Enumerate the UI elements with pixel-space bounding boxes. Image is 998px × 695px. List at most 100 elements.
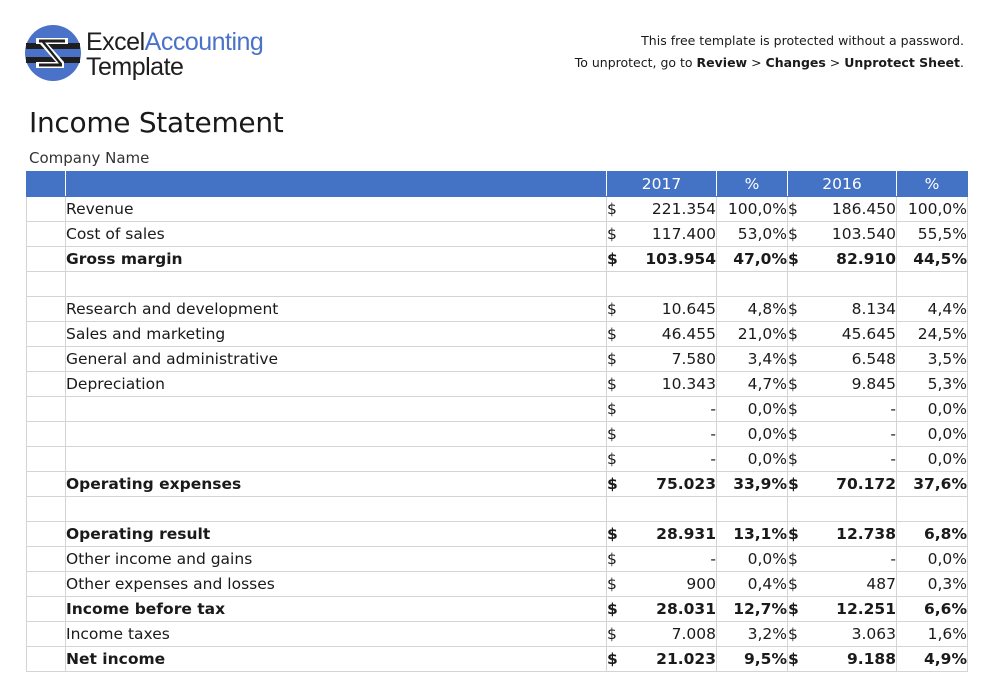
percent-2016[interactable] bbox=[896, 271, 968, 297]
percent-2017[interactable]: 53,0% bbox=[716, 221, 788, 247]
row-label[interactable]: Operating expenses bbox=[65, 471, 607, 497]
amount-2017[interactable]: $ - bbox=[606, 396, 717, 422]
amount-2016[interactable]: $45.645 bbox=[787, 321, 897, 347]
row-label[interactable]: Income before tax bbox=[65, 596, 607, 622]
percent-2016[interactable]: 3,5% bbox=[896, 346, 968, 372]
percent-2017[interactable]: 0,4% bbox=[716, 571, 788, 597]
amount-2016[interactable]: $9.845 bbox=[787, 371, 897, 397]
amount-2016[interactable]: $6.548 bbox=[787, 346, 897, 372]
percent-2016[interactable]: 44,5% bbox=[896, 246, 968, 272]
percent-2016[interactable]: 100,0% bbox=[896, 196, 968, 222]
row-label[interactable]: General and administrative bbox=[65, 346, 607, 372]
amount-2017[interactable] bbox=[606, 271, 717, 297]
amount-2017[interactable]: $28.931 bbox=[606, 521, 717, 547]
percent-2016[interactable]: 37,6% bbox=[896, 471, 968, 497]
row-label[interactable]: Research and development bbox=[65, 296, 607, 322]
row-indent-cell[interactable] bbox=[26, 596, 66, 622]
percent-2016[interactable]: 0,3% bbox=[896, 571, 968, 597]
percent-2016[interactable]: 0,0% bbox=[896, 396, 968, 422]
amount-2017[interactable]: $7.580 bbox=[606, 346, 717, 372]
percent-2017[interactable]: 3,2% bbox=[716, 621, 788, 647]
percent-2017[interactable]: 0,0% bbox=[716, 546, 788, 572]
row-indent-cell[interactable] bbox=[26, 296, 66, 322]
percent-2017[interactable]: 4,8% bbox=[716, 296, 788, 322]
amount-2016[interactable]: $ - bbox=[787, 546, 897, 572]
amount-2016[interactable]: $70.172 bbox=[787, 471, 897, 497]
amount-2016[interactable] bbox=[787, 496, 897, 522]
percent-2017[interactable]: 33,9% bbox=[716, 471, 788, 497]
percent-2016[interactable]: 4,9% bbox=[896, 646, 968, 672]
row-indent-cell[interactable] bbox=[26, 271, 66, 297]
percent-2016[interactable]: 0,0% bbox=[896, 546, 968, 572]
amount-2017[interactable] bbox=[606, 496, 717, 522]
percent-2016[interactable]: 4,4% bbox=[896, 296, 968, 322]
row-label[interactable]: Depreciation bbox=[65, 371, 607, 397]
amount-2017[interactable]: $46.455 bbox=[606, 321, 717, 347]
row-indent-cell[interactable] bbox=[26, 471, 66, 497]
row-indent-cell[interactable] bbox=[26, 321, 66, 347]
amount-2017[interactable]: $75.023 bbox=[606, 471, 717, 497]
row-indent-cell[interactable] bbox=[26, 196, 66, 222]
percent-2017[interactable]: 3,4% bbox=[716, 346, 788, 372]
amount-2016[interactable] bbox=[787, 271, 897, 297]
row-indent-cell[interactable] bbox=[26, 646, 66, 672]
amount-2017[interactable]: $ - bbox=[606, 446, 717, 472]
amount-2016[interactable]: $82.910 bbox=[787, 246, 897, 272]
amount-2017[interactable]: $28.031 bbox=[606, 596, 717, 622]
percent-2017[interactable]: 9,5% bbox=[716, 646, 788, 672]
amount-2017[interactable]: $ - bbox=[606, 421, 717, 447]
percent-2017[interactable]: 4,7% bbox=[716, 371, 788, 397]
amount-2017[interactable]: $221.354 bbox=[606, 196, 717, 222]
row-indent-cell[interactable] bbox=[26, 546, 66, 572]
percent-2017[interactable] bbox=[716, 496, 788, 522]
percent-2016[interactable]: 0,0% bbox=[896, 421, 968, 447]
percent-2016[interactable]: 0,0% bbox=[896, 446, 968, 472]
row-label[interactable]: Other income and gains bbox=[65, 546, 607, 572]
amount-2016[interactable]: $3.063 bbox=[787, 621, 897, 647]
amount-2017[interactable]: $10.645 bbox=[606, 296, 717, 322]
amount-2016[interactable]: $12.251 bbox=[787, 596, 897, 622]
row-label[interactable]: Revenue bbox=[65, 196, 607, 222]
row-indent-cell[interactable] bbox=[26, 346, 66, 372]
amount-2017[interactable]: $21.023 bbox=[606, 646, 717, 672]
row-label[interactable] bbox=[65, 396, 607, 422]
amount-2017[interactable]: $ - bbox=[606, 546, 717, 572]
amount-2016[interactable]: $ - bbox=[787, 396, 897, 422]
percent-2017[interactable]: 21,0% bbox=[716, 321, 788, 347]
row-label[interactable]: Gross margin bbox=[65, 246, 607, 272]
row-indent-cell[interactable] bbox=[26, 396, 66, 422]
row-indent-cell[interactable] bbox=[26, 571, 66, 597]
row-indent-cell[interactable] bbox=[26, 371, 66, 397]
amount-2017[interactable]: $900 bbox=[606, 571, 717, 597]
row-label[interactable]: Income taxes bbox=[65, 621, 607, 647]
amount-2016[interactable]: $186.450 bbox=[787, 196, 897, 222]
percent-2017[interactable]: 0,0% bbox=[716, 446, 788, 472]
amount-2016[interactable]: $8.134 bbox=[787, 296, 897, 322]
company-name[interactable]: Company Name bbox=[29, 149, 150, 167]
percent-2017[interactable]: 47,0% bbox=[716, 246, 788, 272]
row-indent-cell[interactable] bbox=[26, 246, 66, 272]
row-label[interactable]: Net income bbox=[65, 646, 607, 672]
row-label[interactable] bbox=[65, 496, 607, 522]
amount-2016[interactable]: $ - bbox=[787, 421, 897, 447]
amount-2017[interactable]: $7.008 bbox=[606, 621, 717, 647]
row-label[interactable] bbox=[65, 421, 607, 447]
amount-2016[interactable]: $103.540 bbox=[787, 221, 897, 247]
percent-2017[interactable]: 100,0% bbox=[716, 196, 788, 222]
row-label[interactable] bbox=[65, 271, 607, 297]
amount-2016[interactable]: $12.738 bbox=[787, 521, 897, 547]
row-label[interactable] bbox=[65, 446, 607, 472]
amount-2017[interactable]: $117.400 bbox=[606, 221, 717, 247]
percent-2017[interactable]: 0,0% bbox=[716, 421, 788, 447]
percent-2016[interactable]: 24,5% bbox=[896, 321, 968, 347]
row-indent-cell[interactable] bbox=[26, 446, 66, 472]
row-indent-cell[interactable] bbox=[26, 621, 66, 647]
row-indent-cell[interactable] bbox=[26, 521, 66, 547]
percent-2017[interactable]: 0,0% bbox=[716, 396, 788, 422]
percent-2016[interactable]: 5,3% bbox=[896, 371, 968, 397]
row-label[interactable]: Cost of sales bbox=[65, 221, 607, 247]
row-label[interactable]: Operating result bbox=[65, 521, 607, 547]
amount-2016[interactable]: $487 bbox=[787, 571, 897, 597]
row-label[interactable]: Sales and marketing bbox=[65, 321, 607, 347]
percent-2016[interactable]: 1,6% bbox=[896, 621, 968, 647]
